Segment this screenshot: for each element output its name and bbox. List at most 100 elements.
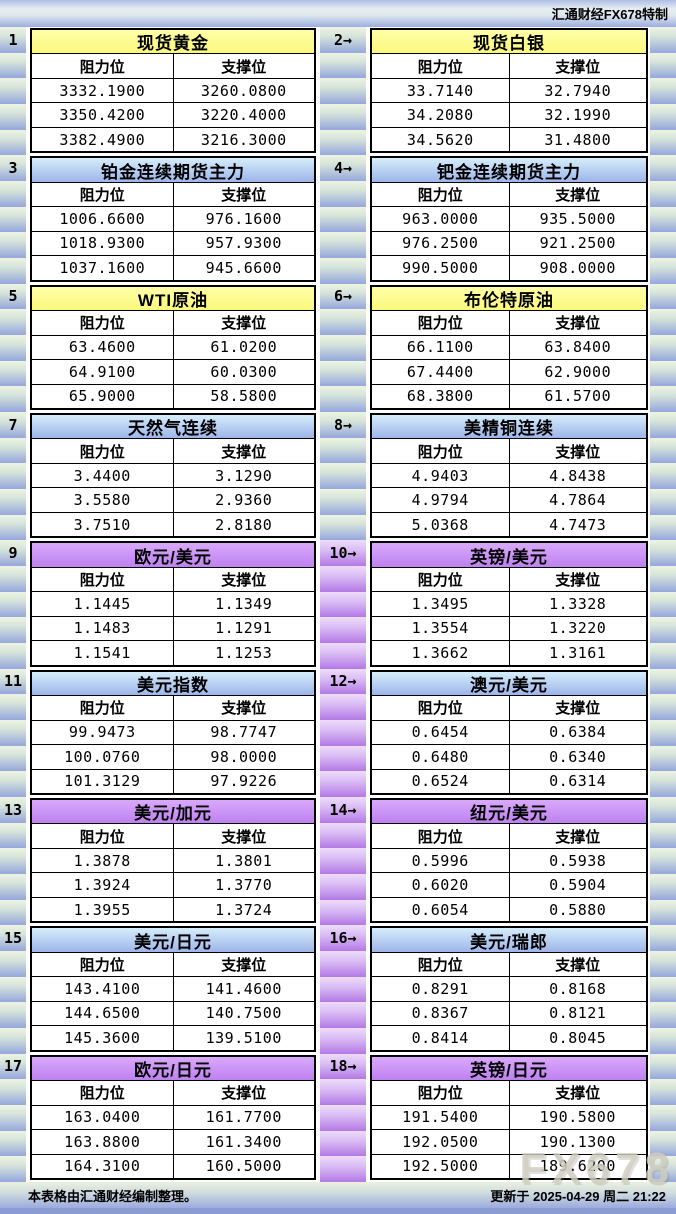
instrument-table-wrap: 欧元/日元 阻力位 支撑位 163.0400 161.7700 163.8800 161.3… (30, 1054, 316, 1182)
table-header-row: 阻力位 支撑位 (372, 53, 646, 78)
support-value: 161.7700 (172, 1105, 315, 1130)
margin-stripe (0, 104, 26, 130)
margin-stripe (650, 206, 676, 233)
table-row: 3332.1900 3260.0800 (32, 77, 314, 103)
table-pair-row: 11 美元指数 阻力位 支撑位 99.9473 98.7747 100.0760 98.000… (0, 668, 676, 797)
margin-stripe (320, 565, 366, 592)
table-header-row: 阻力位 支撑位 (32, 53, 314, 78)
row-number: 5 (0, 283, 26, 310)
resistance-value: 0.8291 (411, 979, 469, 998)
spacer (316, 540, 320, 669)
support-value: 2.9360 (172, 488, 315, 512)
support-value: 61.0200 (172, 335, 315, 360)
resistance-value: 4.9403 (411, 466, 469, 485)
margin-stripe (650, 335, 676, 361)
table-header-row: 阻力位 支撑位 (372, 438, 646, 463)
support-value: 190.5800 (508, 1105, 647, 1130)
resistance-value: 163.0400 (64, 1108, 141, 1127)
margin-stripe (650, 27, 676, 53)
table-row: 3382.4900 3216.3000 (32, 126, 314, 152)
resistance-value: 164.3100 (64, 1157, 141, 1176)
table-row: 3.4400 3.1290 (32, 462, 314, 488)
spacer (648, 668, 650, 797)
spacer (366, 668, 370, 797)
table-header-row: 阻力位 支撑位 (372, 566, 646, 592)
margin-stripe (320, 1156, 366, 1182)
table-pair-row: 5 WTI原油 阻力位 支撑位 63.4600 61.0200 64.9100 60.0300… (0, 283, 676, 413)
table-row: 1037.1600 945.6600 (32, 255, 314, 280)
table-row: 0.8367 0.8121 (372, 1000, 646, 1026)
spacer (366, 796, 370, 926)
support-value: 0.6340 (508, 745, 647, 769)
support-value: 0.5880 (508, 897, 647, 922)
table-title: 钯金连续期货主力 (437, 162, 581, 182)
right-margin-column (650, 668, 676, 797)
right-margin-column (650, 925, 676, 1054)
margin-stripe (320, 848, 366, 874)
table-title: 美元/瑞郎 (470, 932, 548, 952)
table-row: 0.6020 0.5904 (372, 872, 646, 897)
table-title-row: 天然气连续 (32, 414, 314, 439)
resistance-value: 1.3662 (411, 643, 469, 662)
support-header: 支撑位 (172, 952, 315, 977)
spacer (366, 540, 370, 669)
table-title: 欧元/美元 (134, 547, 212, 567)
support-value: 4.8438 (508, 463, 647, 488)
margin-stripe (650, 1156, 676, 1182)
row-number-arrow: 6→ (320, 283, 366, 310)
margin-stripe (0, 309, 26, 335)
margin-stripe (320, 129, 366, 156)
table-row: 1.1541 1.1253 (32, 640, 315, 665)
resistance-header: 阻力位 (417, 315, 463, 333)
support-value: 63.8400 (508, 335, 647, 360)
instrument-table-wrap: 现货黄金 阻力位 支撑位 3332.1900 3260.0800 3350.4200 322… (30, 27, 316, 155)
margin-stripe (0, 565, 26, 592)
row-number: 9 (0, 540, 26, 566)
table-title: 美精铜连续 (464, 419, 554, 439)
resistance-value: 1.3955 (73, 900, 131, 919)
spacer (366, 27, 370, 156)
spacer (316, 668, 320, 797)
margin-stripe (320, 52, 366, 79)
support-value: 58.5800 (172, 384, 315, 408)
support-value: 32.1990 (508, 103, 647, 127)
spacer (316, 155, 320, 284)
resistance-value: 0.8414 (411, 1028, 469, 1047)
margin-stripe (650, 950, 676, 977)
table-row: 1.1483 1.1291 (32, 615, 314, 641)
resistance-value: 192.0500 (402, 1132, 479, 1151)
gutter-column: 8→ (320, 411, 366, 541)
margin-stripe (0, 360, 26, 387)
resistance-value: 5.0368 (411, 515, 469, 534)
resistance-value: 163.8800 (64, 1132, 141, 1151)
table-title-row: 铂金连续期货主力 (32, 158, 314, 182)
row-number-arrow: 12→ (320, 668, 366, 695)
support-value: 160.5000 (172, 1154, 315, 1178)
support-value: 1.1253 (172, 641, 315, 665)
instrument-table-wrap: 布伦特原油 阻力位 支撑位 66.1100 63.8400 67.4400 62.9000 6… (370, 284, 648, 412)
margin-stripe (0, 719, 26, 746)
resistance-header: 阻力位 (79, 443, 125, 461)
resistance-header: 阻力位 (417, 700, 463, 718)
gutter-column: 16→ (320, 925, 366, 1054)
table-row: 976.2500 921.2500 (372, 230, 646, 256)
margin-stripe (320, 78, 366, 105)
margin-stripe (650, 437, 676, 464)
table-title: 欧元/日元 (134, 1060, 212, 1080)
support-value: 97.9226 (172, 769, 315, 793)
margin-stripe (650, 283, 676, 310)
margin-stripe (650, 514, 676, 541)
row-number: 11 (0, 668, 26, 695)
instrument-table-wrap: WTI原油 阻力位 支撑位 63.4600 61.0200 64.9100 60.0300 6… (30, 284, 316, 412)
resistance-value: 3350.4200 (59, 106, 146, 125)
spacer (26, 1053, 30, 1182)
table-row: 101.3129 97.9226 (32, 768, 315, 793)
margin-stripe (0, 1002, 26, 1028)
support-value: 61.5700 (508, 384, 647, 408)
support-value: 935.5000 (508, 207, 647, 231)
margin-stripe (320, 694, 366, 720)
support-value: 0.8168 (508, 977, 647, 1001)
table-row: 192.5000 189.6200 (372, 1153, 646, 1178)
resistance-value: 67.4400 (406, 362, 474, 381)
resistance-value: 1.1483 (73, 619, 131, 638)
